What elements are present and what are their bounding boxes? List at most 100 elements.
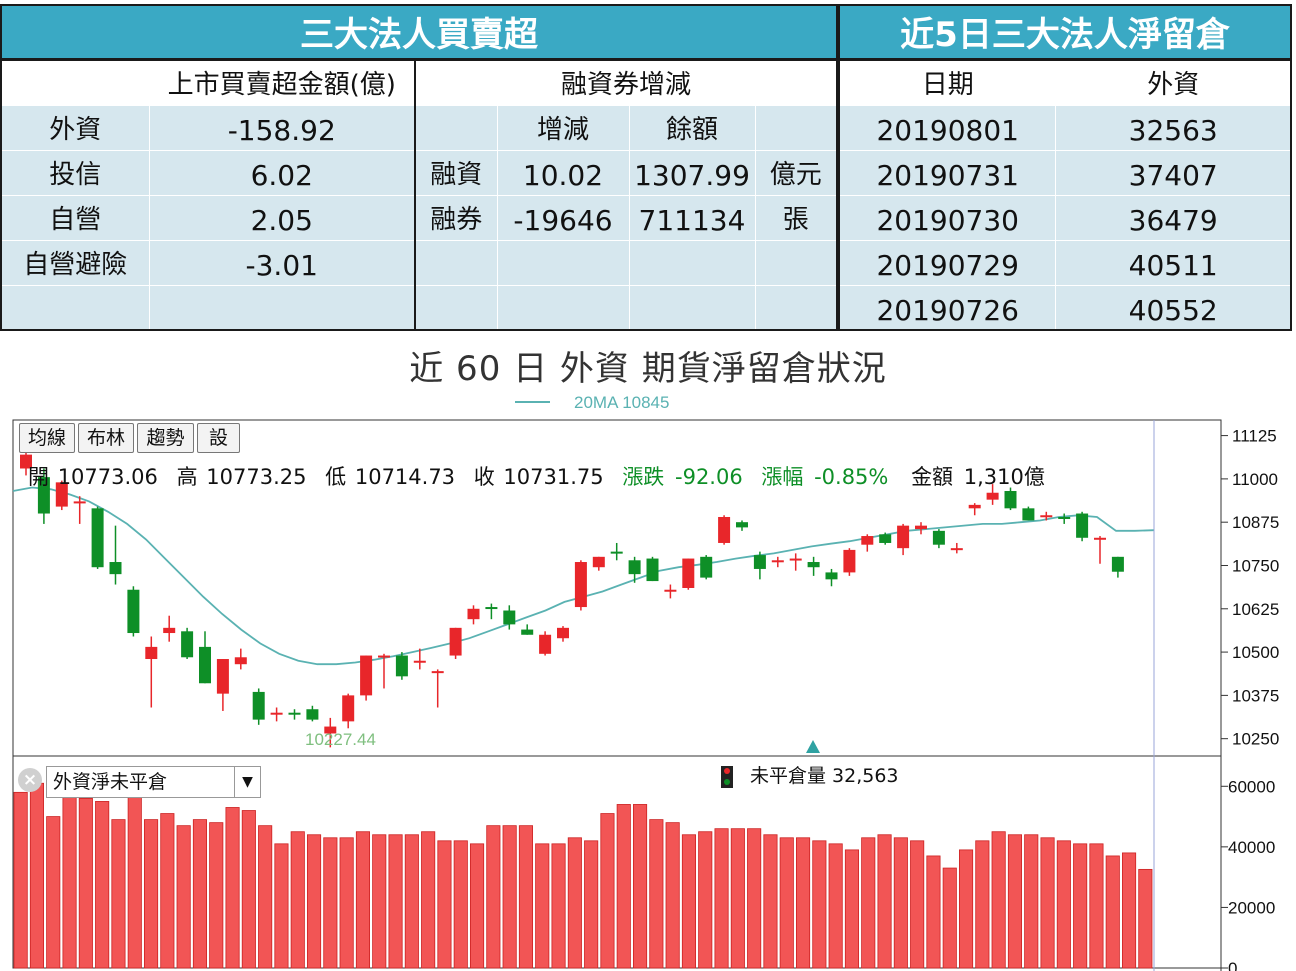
right-table-title: 近5日三大法人淨留倉 [838,4,1292,61]
row-amount: 6.02 [148,149,416,196]
oi-bar [828,843,843,969]
oi-bar [1007,834,1022,969]
toolbar-bollinger-button[interactable]: 布林 [78,423,134,453]
oi-bar [13,791,28,969]
indicator-select[interactable]: 外資淨未平倉 ▼ [46,766,261,798]
candle-body [950,548,963,551]
candle-body [521,629,534,635]
period-marker-icon[interactable] [806,740,820,753]
oi-tick-label: 20000 [1228,898,1275,917]
margin-change: -19646 [496,194,630,241]
oi-legend-label: 未平倉量 32,563 [750,765,899,787]
blank-cell [628,284,756,331]
oi-bar [893,837,908,969]
margin-balance: 1307.99 [628,149,756,196]
oi-bar [225,807,240,969]
price-tick-label: 10750 [1232,556,1279,575]
candle-body [1094,537,1106,540]
candle-body [342,695,355,722]
oi-bar [649,819,664,969]
candle-body [700,556,713,578]
blank-cell [628,239,756,286]
amount-label: 金額 [911,465,953,489]
candle-body [574,562,587,608]
oi-bar [453,840,468,969]
oi-bar [567,837,582,969]
oi-legend-dot-green [724,779,730,785]
ohlc-low: 10714.73 [355,465,455,489]
candle-body [216,659,229,694]
blank-cell [0,284,150,331]
candle-body [592,556,605,568]
candle-body [879,534,892,543]
oi-bar [975,840,990,969]
toolbar-ma-button[interactable]: 均線 [19,423,75,453]
margin-name: 融資 [414,149,498,196]
toolbar-trend-button[interactable]: 趨勢 [137,423,194,453]
col-change-header: 增減 [496,104,630,151]
candle-body [646,558,659,582]
margin-balance: 711134 [628,194,756,241]
candle-body [37,477,50,514]
blank-cell [414,284,498,331]
oi-bar [942,867,957,969]
ohlc-low-label: 低 [325,465,346,489]
candle-body [986,492,999,500]
oi-bar [551,843,566,969]
row-name: 自營避險 [0,239,150,286]
oi-bar [404,834,419,969]
pct-value: -0.85% [814,465,888,489]
candle-body [968,504,981,509]
left-table-title: 三大法人買賣超 [0,4,838,61]
oi-bar [62,794,77,969]
oi-bar [926,855,941,969]
candle-body [628,560,641,575]
price-tick-label: 11000 [1232,470,1278,489]
price-y-ticks: 11125 11000 10875 10750 10625 10500 10375 10250 [1221,427,1279,749]
candle-body [1040,515,1053,518]
blank-cell [754,284,838,331]
candle-body [431,671,444,674]
oi-bar [290,831,305,969]
row-amount: -3.01 [148,239,416,286]
change-label: 漲跌 [622,465,664,489]
oi-bar [991,831,1006,969]
oi-bar [1024,834,1039,969]
ohlc-high-label: 高 [177,465,198,489]
oi-bar [518,825,533,969]
oi-bar [633,804,648,969]
blank-cell [414,104,498,151]
row-amount: -158.92 [148,104,416,151]
margin-unit: 億元 [754,149,838,196]
oi-bar [1073,843,1088,969]
candle-body [825,572,838,580]
blank-cell [496,284,630,331]
candle-body [252,691,265,720]
value-cell: 36479 [1055,194,1292,241]
oi-bar [714,828,729,969]
close-icon[interactable]: × [18,768,42,792]
margin-name: 融券 [414,194,498,241]
oi-tick-label: 0 [1228,959,1237,971]
blank-cell [148,284,416,331]
candle-body [664,589,677,592]
candle-body [932,530,945,545]
oi-bar [910,840,925,969]
oi-bar [274,843,289,969]
row-name: 自營 [0,194,150,241]
chevron-down-icon[interactable]: ▼ [234,767,260,797]
price-tick-label: 10625 [1232,600,1279,619]
toolbar-settings-button[interactable]: 設 [197,423,240,453]
candle-body [378,655,390,658]
oi-bar [29,782,44,969]
oi-bar [339,837,354,969]
value-cell: 40511 [1055,239,1292,286]
oi-bar [1138,868,1153,969]
oi-bar [209,822,224,969]
price-tick-label: 10375 [1232,686,1279,705]
candle-body [109,562,122,575]
candle-body [199,646,211,684]
candle-body [789,558,802,561]
value-cell: 37407 [1055,149,1292,196]
oi-bar [323,837,338,969]
